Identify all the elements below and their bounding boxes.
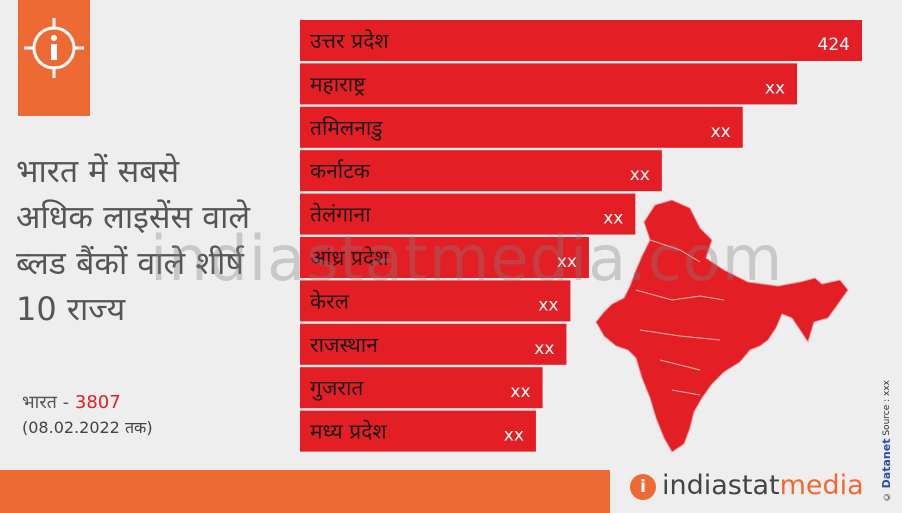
bar-8 <box>300 367 543 409</box>
bar-1 <box>300 63 798 105</box>
bar-category-label: कर्नाटक <box>310 159 371 183</box>
bar-6 <box>300 280 571 322</box>
footer-bar <box>0 470 610 513</box>
bar-value-label: xx <box>630 165 650 185</box>
bar-value-label: xx <box>504 426 524 446</box>
bar-4 <box>300 193 636 235</box>
brand-suffix: media <box>779 470 864 501</box>
info-icon <box>24 18 84 78</box>
bar-category-label: केरल <box>310 289 350 313</box>
bar-0 <box>300 20 862 61</box>
bar-5 <box>300 237 589 278</box>
chart-title: भारत में सबसे अधिक लाइसेंस वाले ब्लड बैं… <box>16 152 251 328</box>
as-of-date: (08.02.2022 तक) <box>22 418 153 437</box>
info-tab <box>18 0 90 116</box>
bar-category-label: मध्य प्रदेश <box>310 420 387 444</box>
bar-3 <box>300 150 662 192</box>
brand-name: indiastatmedia <box>662 470 864 501</box>
bar-value-label: xx <box>765 78 785 98</box>
bar-category-label: गुजरात <box>310 376 364 401</box>
bar-chart: उत्तर प्रदेश 424 महाराष्ट्र xx तमिलनाडु xx कर्… <box>300 20 862 452</box>
datanet-brand: Datanet <box>880 438 893 489</box>
bar-value-label: xx <box>538 295 558 315</box>
bar-9 <box>300 410 536 452</box>
bar-category-label: महाराष्ट्र <box>310 72 366 96</box>
bar-value-label: xx <box>534 339 554 359</box>
bar-category-label: उत्तर प्रदेश <box>310 29 389 53</box>
bar-value-label: 424 <box>818 35 850 55</box>
copyright-mark: © <box>882 491 892 502</box>
india-total-value: 3807 <box>74 392 121 413</box>
india-total: भारत - 3807 <box>22 390 121 414</box>
bar-value-label: xx <box>510 382 530 402</box>
bar-category-label: राजस्थान <box>310 333 378 357</box>
bar-category-label: तमिलनाडु <box>310 116 383 141</box>
source-note: Source : xxx <box>882 380 892 436</box>
bar-2 <box>300 106 743 148</box>
india-total-label: भारत - <box>22 392 70 413</box>
side-credit: © Datanet Source : xxx <box>880 380 893 501</box>
bar-category-label: आंध्र प्रदेश <box>310 246 389 270</box>
bar-7 <box>300 323 567 365</box>
brand-prefix: indiastat <box>662 470 780 501</box>
bar-value-label: xx <box>603 209 623 229</box>
bar-category-label: तेलंगाना <box>310 203 371 227</box>
bar-value-label: xx <box>557 252 577 272</box>
bar-value-label: xx <box>711 122 731 142</box>
brand-logo-icon: i <box>630 474 656 500</box>
